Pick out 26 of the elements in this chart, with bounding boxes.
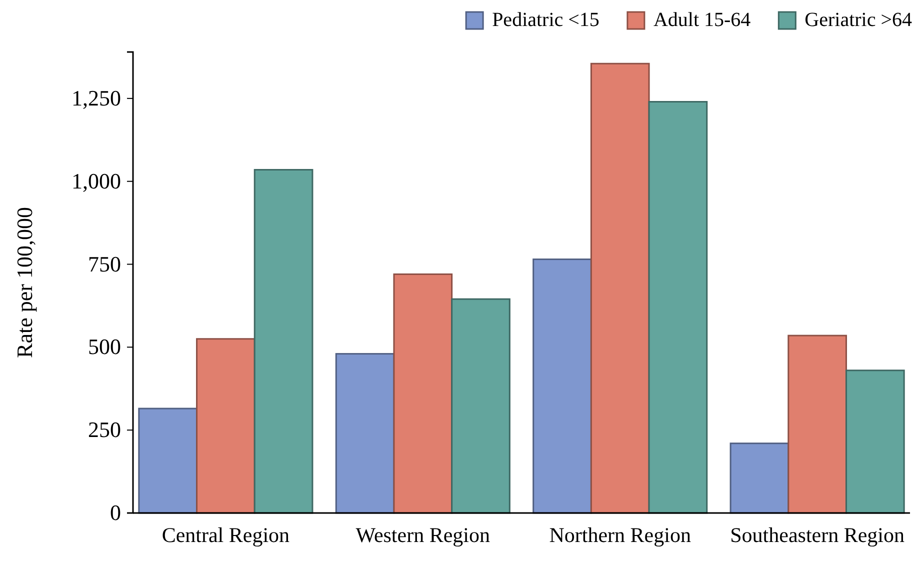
bar <box>393 273 453 514</box>
bar <box>845 370 905 514</box>
y-tick-label: 1,000 <box>72 168 121 194</box>
x-tick-label: Central Region <box>162 522 290 547</box>
y-tick-label: 250 <box>88 417 121 442</box>
y-tick-label: 750 <box>88 251 121 276</box>
y-tick-label: 500 <box>88 334 121 360</box>
y-tick-label: 1,250 <box>72 85 121 110</box>
bar <box>648 101 708 514</box>
bar <box>590 62 650 514</box>
bar <box>532 258 592 514</box>
bar <box>788 334 847 514</box>
bar <box>451 298 510 514</box>
bar <box>335 353 395 514</box>
bar <box>730 442 790 514</box>
x-tick-label: Southeastern Region <box>730 522 906 547</box>
y-tick-label: 0 <box>110 500 121 526</box>
bar <box>138 408 198 514</box>
x-tick-label: Northern Region <box>549 522 692 547</box>
legend-label: Geriatric >64 <box>804 9 912 31</box>
y-axis-title: Rate per 100,000 <box>12 207 37 358</box>
bar <box>254 168 314 514</box>
legend-label: Pediatric <15 <box>492 9 600 31</box>
x-tick-label: Western Region <box>356 522 490 547</box>
bar <box>196 338 256 514</box>
legend-label: Adult 15-64 <box>653 9 751 31</box>
